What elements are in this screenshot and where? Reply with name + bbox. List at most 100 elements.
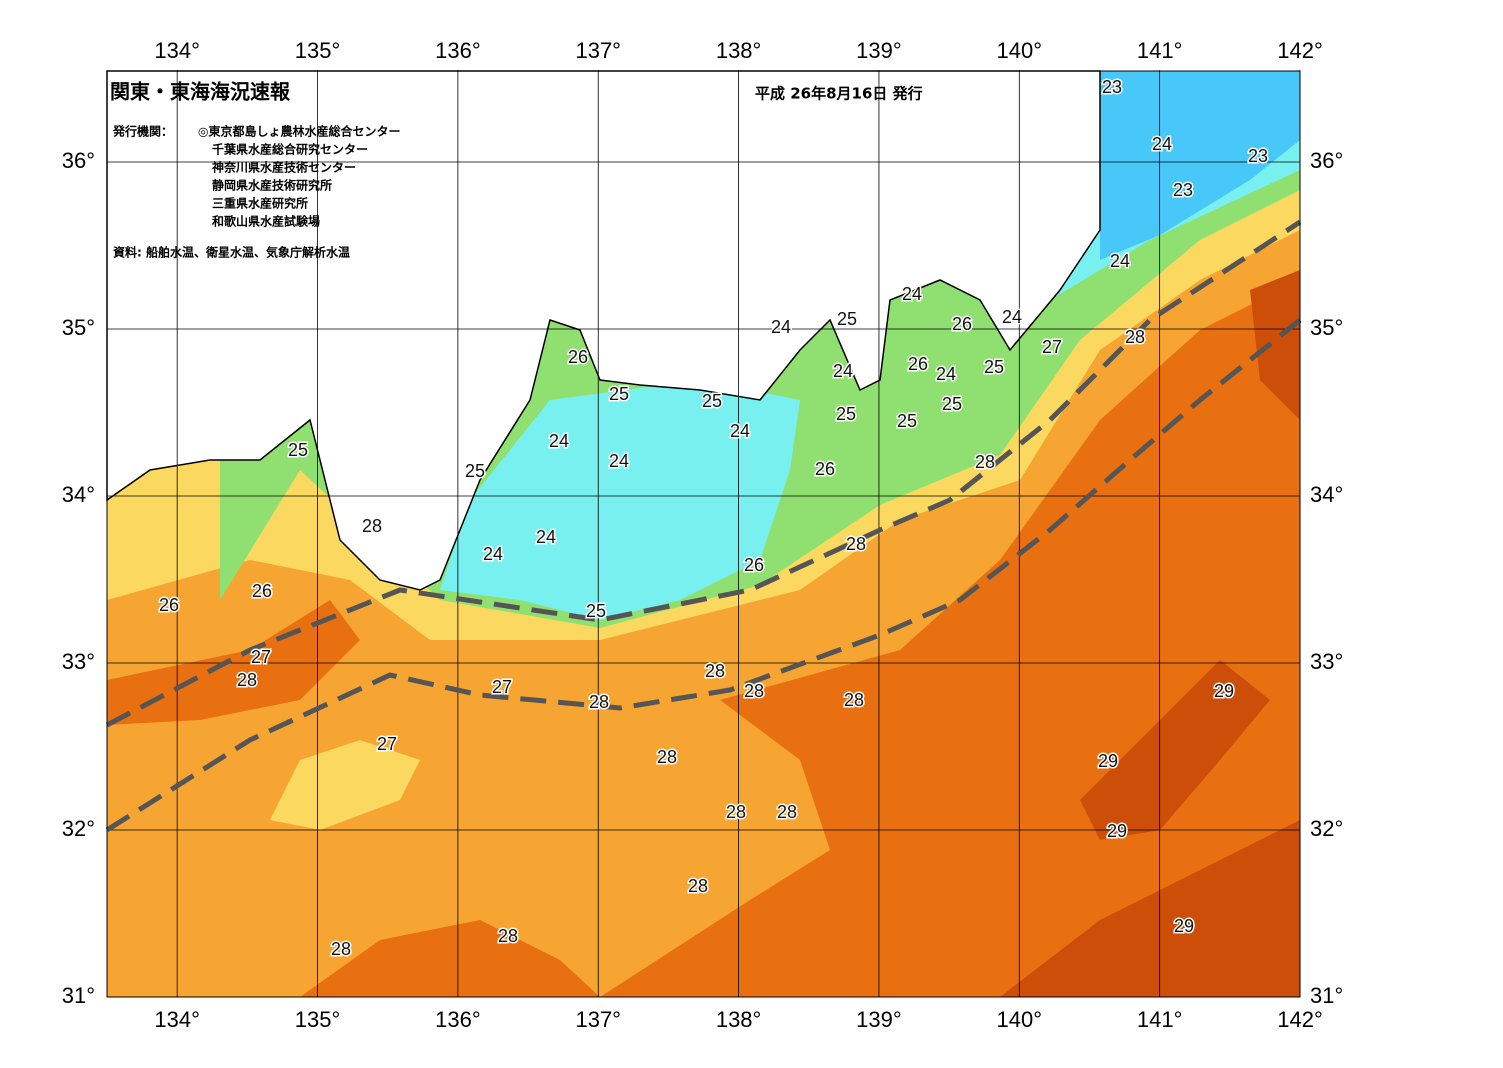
temperature-label: 23: [1173, 180, 1193, 200]
temperature-label: 25: [837, 309, 857, 329]
temperature-label: 26: [815, 459, 835, 479]
lon-tick-label: 134°: [154, 38, 200, 63]
temperature-label: 25: [288, 440, 308, 460]
issue-date: 平成 26年8月16日 発行: [755, 85, 923, 103]
temperature-label: 28: [1125, 327, 1145, 347]
zone-23: [1100, 71, 1300, 260]
lat-tick-label: 35°: [62, 315, 95, 340]
lon-tick-label: 139°: [856, 38, 902, 63]
zone-28-29: [300, 920, 600, 997]
temperature-label: 24: [936, 364, 956, 384]
temperature-label: 25: [984, 357, 1004, 377]
issuer: 千葉県水産総合研究センター: [212, 142, 368, 157]
issuer: ◎東京都島しょ農林水産総合センター: [198, 124, 400, 139]
temperature-label: 27: [251, 647, 271, 667]
title: 関東・東海海況速報: [110, 80, 291, 104]
temperature-label: 25: [586, 601, 606, 621]
temperature-label: 28: [237, 670, 257, 690]
lon-tick-label: 140°: [997, 38, 1043, 63]
lon-tick-label: 139°: [856, 1007, 902, 1032]
temperature-label: 28: [844, 690, 864, 710]
data-source: 資料: 船舶水温、衛星水温、気象庁解析水温: [113, 245, 350, 260]
temperature-label: 25: [942, 394, 962, 414]
temperature-label: 24: [549, 431, 569, 451]
temperature-label: 28: [498, 926, 518, 946]
temperature-label: 26: [952, 314, 972, 334]
temperature-label: 28: [975, 452, 995, 472]
temperature-label: 25: [702, 391, 722, 411]
temperature-label: 28: [331, 939, 351, 959]
lon-tick-label: 136°: [435, 38, 481, 63]
issuer: 静岡県水産技術研究所: [212, 178, 332, 193]
zone-24: [440, 380, 800, 620]
lon-tick-label: 137°: [575, 38, 621, 63]
temperature-areas: [106, 70, 1300, 997]
lon-tick-label: 135°: [295, 1007, 341, 1032]
temperature-label: 24: [1110, 251, 1130, 271]
temperature-label: 26: [908, 354, 928, 374]
temperature-label: 25: [465, 461, 485, 481]
temperature-label: 29: [1214, 681, 1234, 701]
temperature-label: 24: [833, 361, 853, 381]
lon-tick-label: 138°: [716, 38, 762, 63]
temperature-label: 25: [609, 384, 629, 404]
kuroshio-front: [105, 219, 1302, 728]
temperature-label: 23: [1248, 146, 1268, 166]
temperature-label: 25: [897, 411, 917, 431]
lon-tick-label: 141°: [1137, 1007, 1183, 1032]
temperature-label: 25: [836, 404, 856, 424]
issuer: 和歌山県水産試験場: [211, 214, 320, 229]
lon-tick-label: 137°: [575, 1007, 621, 1032]
zone-29: [1080, 660, 1270, 840]
lat-tick-label: 33°: [1310, 649, 1343, 674]
temperature-label: 28: [589, 692, 609, 712]
lon-tick-label: 142°: [1277, 1007, 1323, 1032]
zone-29: [1250, 270, 1300, 420]
lat-tick-label: 32°: [62, 816, 95, 841]
lat-tick-label: 33°: [62, 649, 95, 674]
lat-tick-label: 36°: [1310, 148, 1343, 173]
lon-tick-label: 140°: [997, 1007, 1043, 1032]
temperature-label: 24: [1152, 134, 1172, 154]
temperature-labels: 23 24 23 23 24 24 24 25 26 24 26 27 28 25 25 24 24 26 24 25…: [157, 75, 1269, 960]
land: [106, 70, 1101, 591]
temperature-label: 29: [1107, 821, 1127, 841]
lat-tick-label: 31°: [1310, 983, 1343, 1008]
lat-tick-label: 32°: [1310, 816, 1343, 841]
temperature-label: 24: [771, 317, 791, 337]
lat-tick-label: 34°: [1310, 482, 1343, 507]
temperature-label: 26: [159, 595, 179, 615]
temperature-label: 26: [744, 555, 764, 575]
lon-tick-label: 136°: [435, 1007, 481, 1032]
temperature-label: 24: [730, 421, 750, 441]
temperature-label: 28: [688, 876, 708, 896]
kuroshio-front: [105, 318, 1302, 833]
temperature-label: 24: [902, 284, 922, 304]
issuer: 三重県水産研究所: [212, 196, 308, 211]
lon-tick-label: 142°: [1277, 38, 1323, 63]
temperature-label: 27: [377, 734, 397, 754]
lat-tick-label: 36°: [62, 148, 95, 173]
temperature-label: 28: [705, 661, 725, 681]
temperature-label: 27: [1042, 337, 1062, 357]
temperature-label: 24: [609, 451, 629, 471]
lon-tick-label: 135°: [295, 38, 341, 63]
issuer: 神奈川県水産技術センター: [212, 160, 356, 175]
lat-tick-label: 35°: [1310, 315, 1343, 340]
temperature-label: 28: [846, 534, 866, 554]
temperature-label: 27: [492, 677, 512, 697]
lon-tick-label: 138°: [716, 1007, 762, 1032]
lon-tick-label: 134°: [154, 1007, 200, 1032]
map-frame: [106, 70, 1301, 998]
lat-tick-label: 31°: [62, 983, 95, 1008]
temperature-label: 23: [1102, 77, 1122, 97]
temperature-label: 24: [483, 544, 503, 564]
lon-tick-label: 141°: [1137, 38, 1183, 63]
temperature-label: 28: [362, 516, 382, 536]
temperature-label: 28: [777, 802, 797, 822]
temperature-label: 29: [1174, 916, 1194, 936]
temperature-label: 24: [1002, 307, 1022, 327]
issuers-label: 発行機関：: [112, 124, 173, 139]
temperature-label: 26: [252, 581, 272, 601]
